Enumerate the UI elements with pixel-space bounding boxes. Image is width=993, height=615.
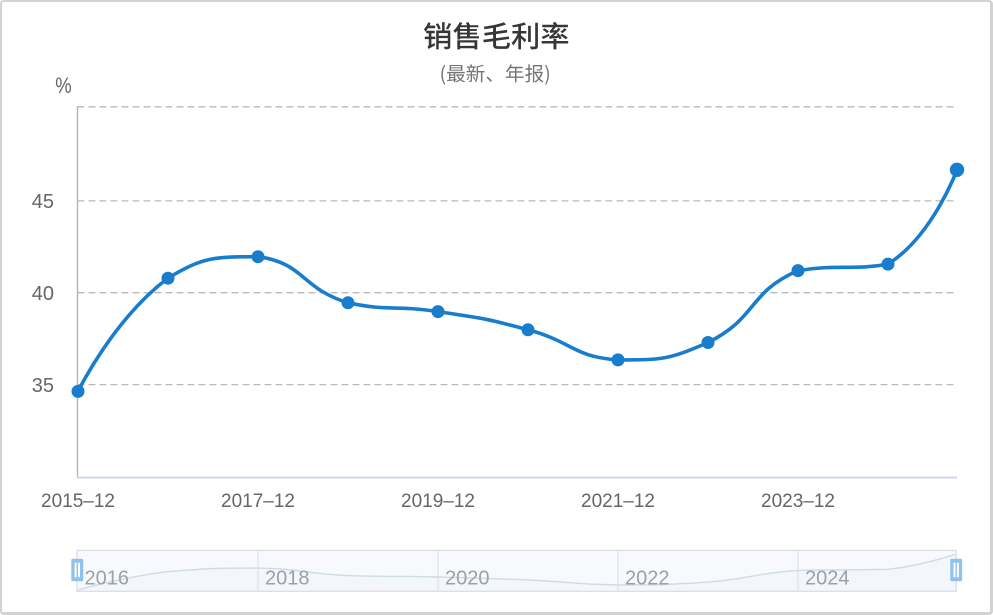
svg-text:40: 40 xyxy=(32,283,54,305)
svg-text:35: 35 xyxy=(32,375,54,397)
svg-text:2019–12: 2019–12 xyxy=(401,491,475,512)
svg-text:2016: 2016 xyxy=(85,568,130,590)
svg-text:2017–12: 2017–12 xyxy=(221,491,295,512)
svg-text:2021–12: 2021–12 xyxy=(581,491,655,512)
svg-text:2022: 2022 xyxy=(625,568,670,590)
svg-text:%: % xyxy=(55,74,71,98)
svg-text:2024: 2024 xyxy=(805,568,850,590)
svg-text:2015–12: 2015–12 xyxy=(41,491,115,512)
svg-text:2023–12: 2023–12 xyxy=(761,491,835,512)
svg-text:2018: 2018 xyxy=(265,568,310,590)
svg-text:2020: 2020 xyxy=(445,568,490,590)
svg-text:45: 45 xyxy=(32,191,54,213)
